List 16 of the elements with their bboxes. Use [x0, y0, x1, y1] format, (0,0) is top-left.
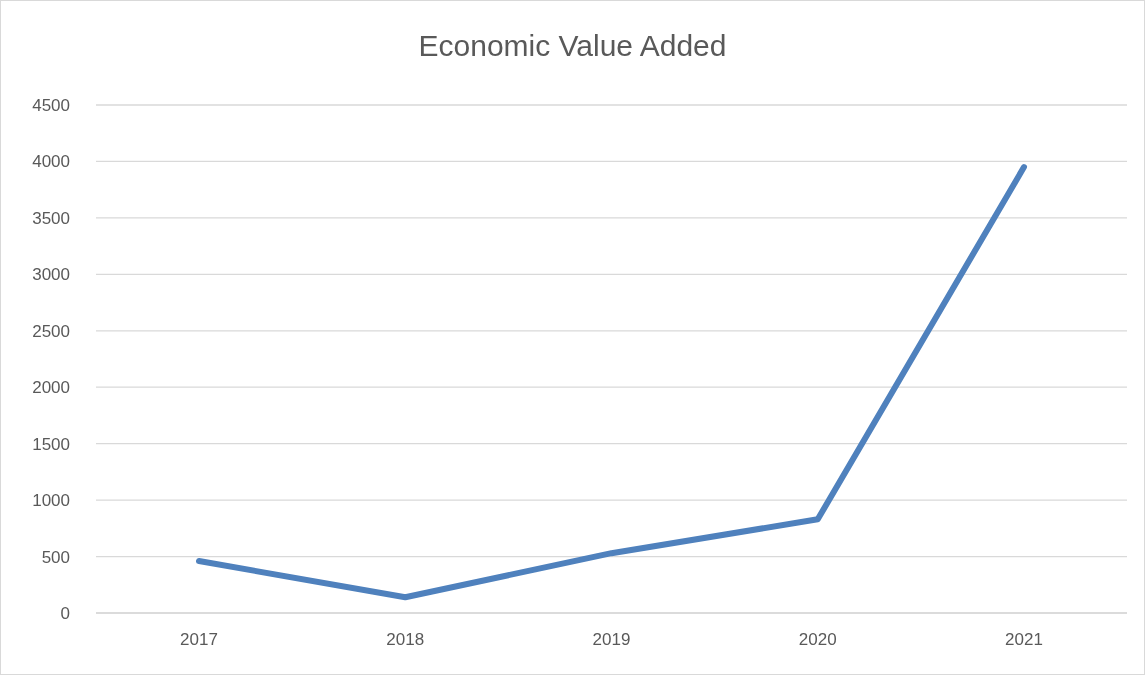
x-tick-label: 2018 [386, 630, 425, 650]
y-tick-label: 3000 [32, 265, 70, 285]
y-tick-label: 500 [41, 547, 70, 567]
x-tick-label: 2021 [1005, 630, 1043, 650]
y-tick-label: 4000 [32, 152, 70, 172]
y-tick-label: 2500 [32, 321, 70, 341]
x-tick-label: 2020 [798, 630, 837, 650]
y-tick-label: 4500 [32, 96, 70, 116]
y-tick-label: 0 [60, 604, 70, 624]
y-tick-label: 1000 [32, 491, 70, 511]
y-tick-label: 2000 [32, 378, 70, 398]
y-tick-label: 1500 [32, 434, 70, 454]
x-tick-label: 2017 [180, 630, 218, 650]
chart-title: Economic Value Added [417, 29, 728, 63]
y-tick-label: 3500 [32, 208, 70, 228]
x-tick-label: 2019 [592, 630, 631, 650]
